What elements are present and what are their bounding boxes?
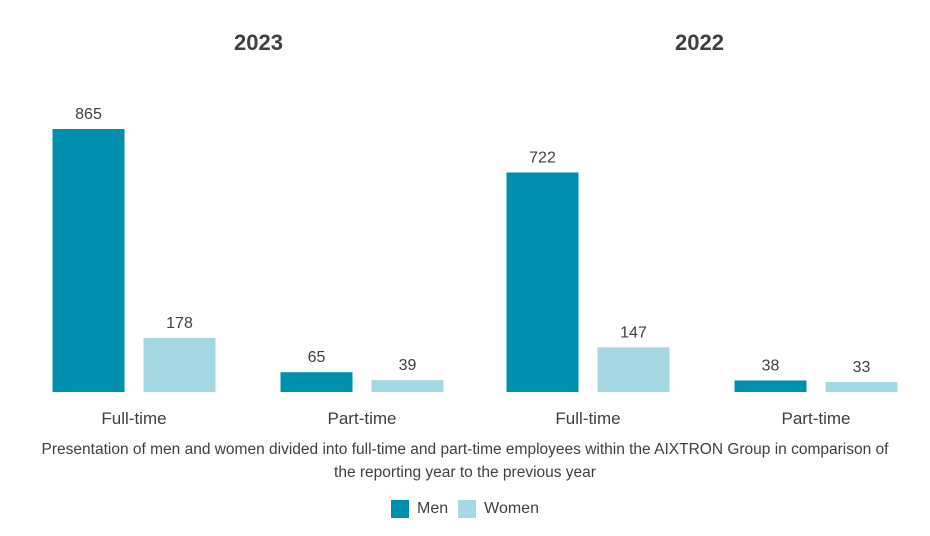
legend-item-women: Women [458,500,539,518]
tick-label-part-time-2022: Part-time [782,409,851,428]
legend: Men Women [0,500,930,518]
tick-label-part-time-2023: Part-time [328,409,397,428]
legend-label-men: Men [417,500,449,517]
data-label-women-part-time-2023: 39 [399,357,417,374]
bar-men-full-time-2022 [506,172,579,392]
tick-label-full-time-2022: Full-time [555,409,620,428]
chart-caption: Presentation of men and women divided in… [0,438,930,484]
legend-item-men: Men [391,500,448,518]
bar-women-full-time-2023 [143,337,216,392]
legend-swatch-women [458,500,477,518]
data-label-men-part-time-2022: 38 [762,357,780,374]
bar-women-full-time-2022 [597,347,670,392]
chart-title-2023: 2023 [234,30,283,55]
legend-label-women: Women [484,500,539,517]
bar-men-full-time-2023 [52,129,125,392]
bar-women-part-time-2022 [825,381,898,392]
data-label-women-part-time-2022: 33 [853,359,871,376]
bar-women-part-time-2023 [371,380,444,392]
bar-men-part-time-2022 [734,380,807,392]
data-label-men-full-time-2022: 722 [529,149,556,166]
bar-men-part-time-2023 [280,372,353,392]
caption-line-1: Presentation of men and women divided in… [41,441,889,458]
tick-label-full-time-2023: Full-time [101,409,166,428]
data-label-women-full-time-2023: 178 [166,315,193,332]
caption-line-2: the reporting year to the previous year [334,464,596,481]
legend-swatch-men [391,500,410,518]
data-label-men-part-time-2023: 65 [308,349,326,366]
chart-area: 2023 865 178 Full-time 65 39 Part-time 2022 722 1… [52,30,898,428]
data-label-women-full-time-2022: 147 [620,324,647,341]
chart-title-2022: 2022 [675,30,724,55]
data-label-men-full-time-2023: 865 [75,106,102,123]
